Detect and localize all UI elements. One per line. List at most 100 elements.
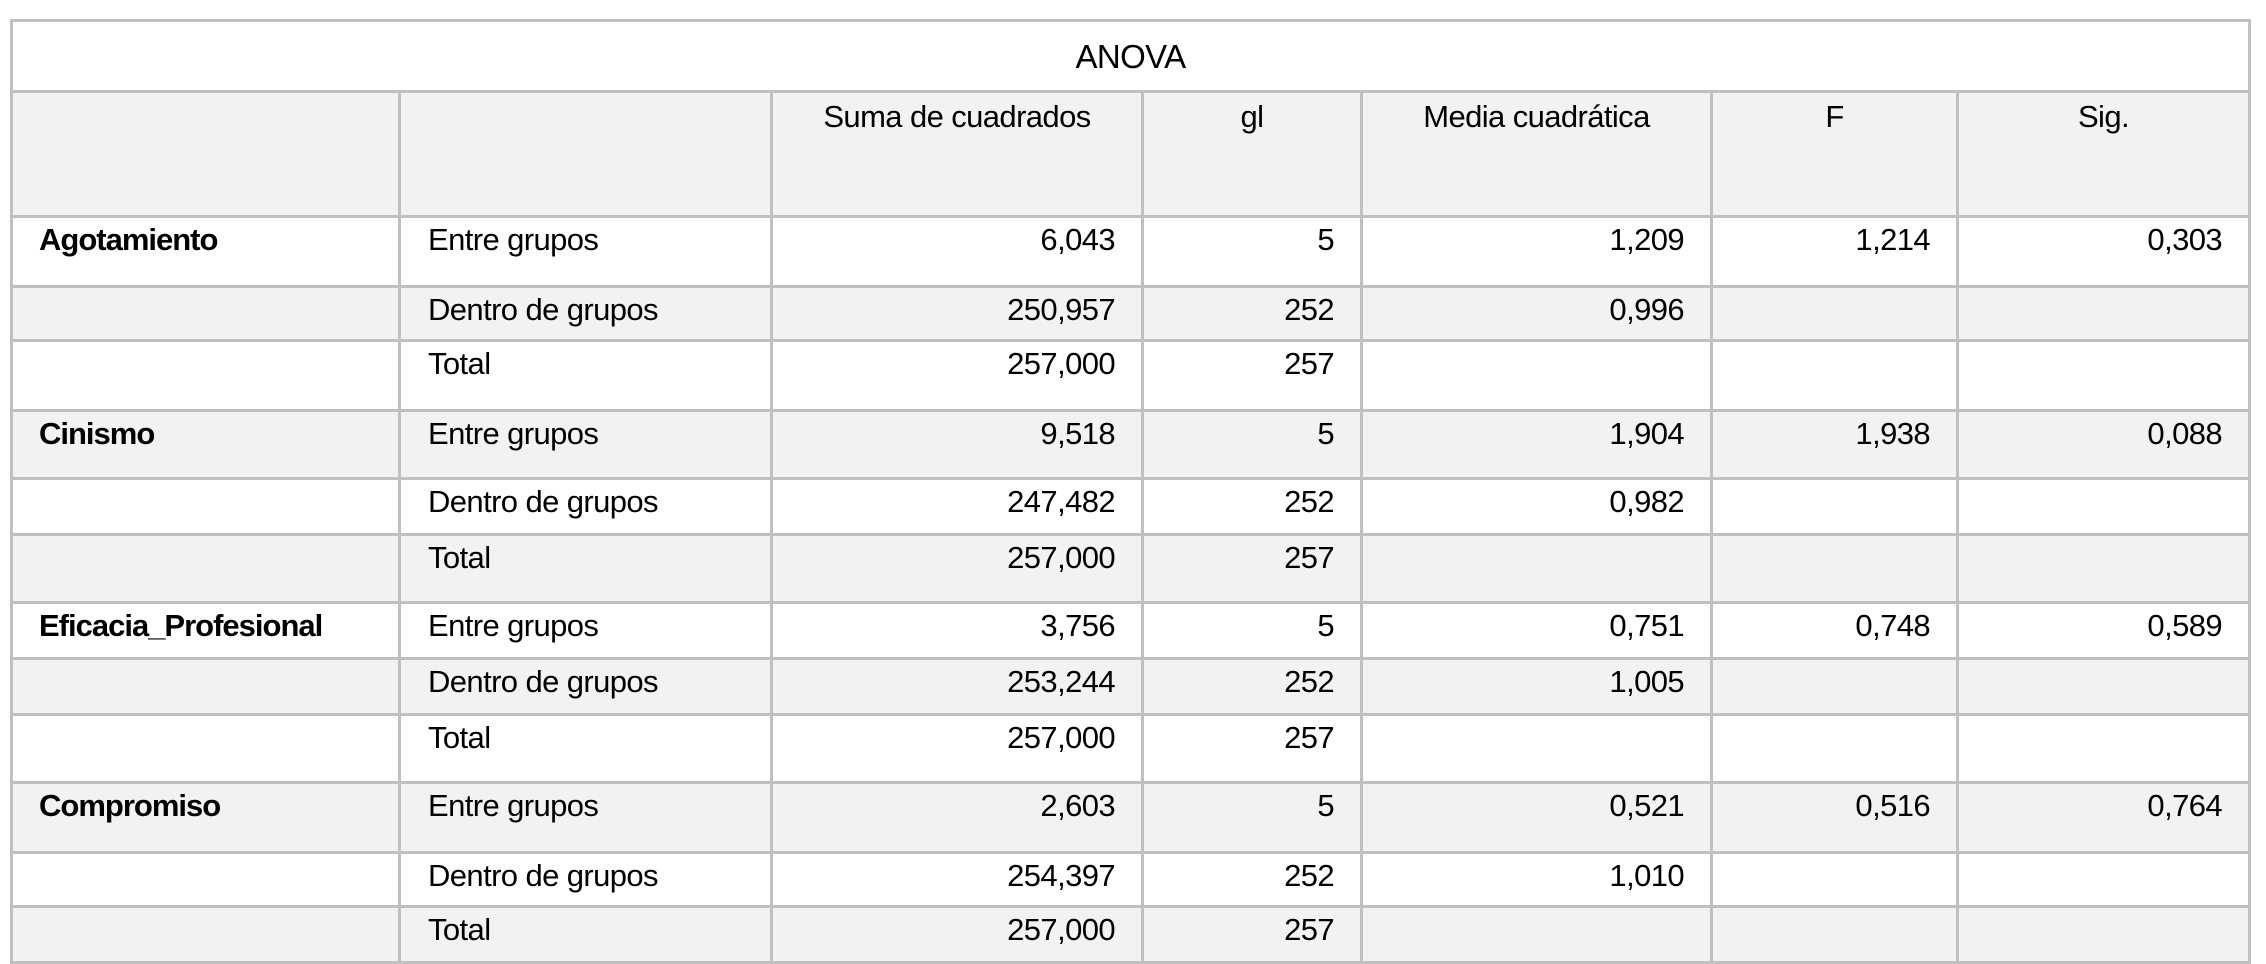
table-title: ANOVA xyxy=(1075,38,1186,75)
group-label xyxy=(10,285,401,342)
mean-square-value: 1,904 xyxy=(1360,409,1713,480)
df-value: 252 xyxy=(1141,477,1363,536)
source-label: Total xyxy=(398,339,773,412)
f-value xyxy=(1710,533,1959,604)
mean-square-value: 0,521 xyxy=(1360,781,1713,854)
df-value: 5 xyxy=(1141,781,1363,854)
f-value xyxy=(1710,339,1959,412)
mean-square-value: 0,751 xyxy=(1360,601,1713,660)
sig-value: 0,764 xyxy=(1956,781,2251,854)
table-row: Total 257,000 257 xyxy=(10,339,2251,412)
anova-table: ANOVA Suma de cuadrados gl Media cuadrát… xyxy=(10,19,2251,964)
group-label: Agotamiento xyxy=(10,215,401,288)
df-value: 257 xyxy=(1141,713,1363,784)
table-row: Agotamiento Entre grupos 6,043 5 1,209 1,214 0… xyxy=(10,215,2251,288)
mean-square-value xyxy=(1360,533,1713,604)
f-value xyxy=(1710,713,1959,784)
f-value xyxy=(1710,477,1959,536)
sig-value xyxy=(1956,533,2251,604)
group-label xyxy=(10,339,401,412)
source-label: Entre grupos xyxy=(398,601,773,660)
f-value: 0,516 xyxy=(1710,781,1959,854)
source-label: Total xyxy=(398,713,773,784)
source-label: Entre grupos xyxy=(398,781,773,854)
sum-of-squares-value: 257,000 xyxy=(770,339,1144,412)
table-row: Total 257,000 257 xyxy=(10,533,2251,604)
mean-square-value: 1,005 xyxy=(1360,657,1713,716)
header-df: gl xyxy=(1141,90,1363,218)
group-label: Compromiso xyxy=(10,781,401,854)
df-value: 5 xyxy=(1141,601,1363,660)
f-value: 0,748 xyxy=(1710,601,1959,660)
source-label: Dentro de grupos xyxy=(398,657,773,716)
group-label xyxy=(10,533,401,604)
sig-value: 0,088 xyxy=(1956,409,2251,480)
table-row: Dentro de grupos 247,482 252 0,982 xyxy=(10,477,2251,536)
table-row: Dentro de grupos 253,244 252 1,005 xyxy=(10,657,2251,716)
table-row: Total 257,000 257 xyxy=(10,905,2251,964)
source-label: Entre grupos xyxy=(398,409,773,480)
table-row: Total 257,000 257 xyxy=(10,713,2251,784)
sig-value xyxy=(1956,851,2251,908)
sum-of-squares-value: 257,000 xyxy=(770,533,1144,604)
column-header-row: Suma de cuadrados gl Media cuadrática F … xyxy=(10,90,2251,218)
f-value xyxy=(1710,851,1959,908)
source-label: Total xyxy=(398,533,773,604)
source-label: Total xyxy=(398,905,773,964)
mean-square-value xyxy=(1360,713,1713,784)
table-row: Dentro de grupos 250,957 252 0,996 xyxy=(10,285,2251,342)
sum-of-squares-value: 2,603 xyxy=(770,781,1144,854)
sum-of-squares-value: 253,244 xyxy=(770,657,1144,716)
sum-of-squares-value: 3,756 xyxy=(770,601,1144,660)
group-label: Cinismo xyxy=(10,409,401,480)
header-group xyxy=(10,90,401,218)
mean-square-value: 0,996 xyxy=(1360,285,1713,342)
mean-square-value xyxy=(1360,339,1713,412)
group-label xyxy=(10,713,401,784)
header-sig: Sig. xyxy=(1956,90,2251,218)
df-value: 5 xyxy=(1141,409,1363,480)
group-label xyxy=(10,851,401,908)
table-body: Agotamiento Entre grupos 6,043 5 1,209 1,214 0… xyxy=(10,215,2251,964)
sig-value xyxy=(1956,339,2251,412)
sig-value: 0,303 xyxy=(1956,215,2251,288)
sig-value: 0,589 xyxy=(1956,601,2251,660)
df-value: 5 xyxy=(1141,215,1363,288)
source-label: Dentro de grupos xyxy=(398,851,773,908)
sum-of-squares-value: 9,518 xyxy=(770,409,1144,480)
sum-of-squares-value: 254,397 xyxy=(770,851,1144,908)
table-row: Eficacia_Profesional Entre grupos 3,756 5 0,… xyxy=(10,601,2251,660)
header-f: F xyxy=(1710,90,1959,218)
f-value xyxy=(1710,905,1959,964)
df-value: 252 xyxy=(1141,851,1363,908)
mean-square-value: 1,010 xyxy=(1360,851,1713,908)
df-value: 252 xyxy=(1141,657,1363,716)
header-source xyxy=(398,90,773,218)
sig-value xyxy=(1956,905,2251,964)
table-row: Compromiso Entre grupos 2,603 5 0,521 0,516 0,… xyxy=(10,781,2251,854)
sum-of-squares-value: 257,000 xyxy=(770,713,1144,784)
group-label xyxy=(10,477,401,536)
title-row: ANOVA xyxy=(10,19,2251,93)
f-value xyxy=(1710,285,1959,342)
group-label xyxy=(10,905,401,964)
f-value: 1,214 xyxy=(1710,215,1959,288)
df-value: 257 xyxy=(1141,533,1363,604)
mean-square-value: 0,982 xyxy=(1360,477,1713,536)
header-sum-of-squares: Suma de cuadrados xyxy=(770,90,1144,218)
sum-of-squares-value: 247,482 xyxy=(770,477,1144,536)
sum-of-squares-value: 250,957 xyxy=(770,285,1144,342)
table-row: Dentro de grupos 254,397 252 1,010 xyxy=(10,851,2251,908)
group-label xyxy=(10,657,401,716)
group-label: Eficacia_Profesional xyxy=(10,601,401,660)
mean-square-value: 1,209 xyxy=(1360,215,1713,288)
header-mean-square: Media cuadrática xyxy=(1360,90,1713,218)
table-title-cell: ANOVA xyxy=(10,19,2251,93)
sum-of-squares-value: 6,043 xyxy=(770,215,1144,288)
source-label: Dentro de grupos xyxy=(398,285,773,342)
f-value xyxy=(1710,657,1959,716)
sig-value xyxy=(1956,285,2251,342)
df-value: 252 xyxy=(1141,285,1363,342)
df-value: 257 xyxy=(1141,339,1363,412)
f-value: 1,938 xyxy=(1710,409,1959,480)
